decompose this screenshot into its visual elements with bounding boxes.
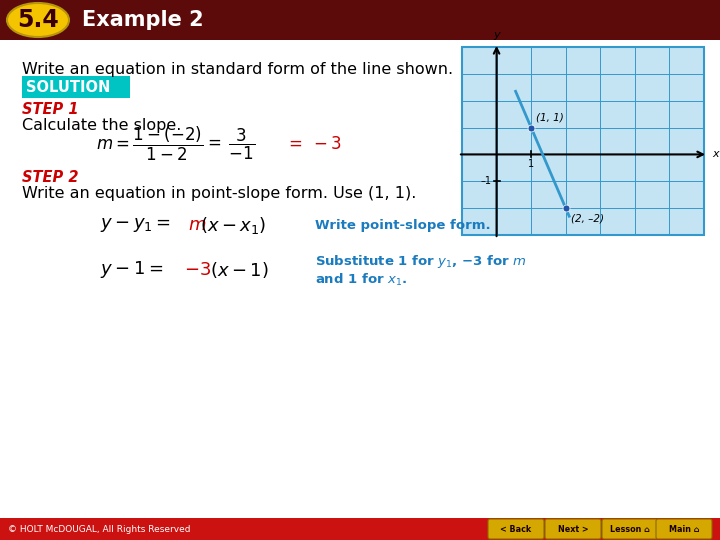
- Text: Example 2: Example 2: [82, 10, 204, 30]
- Text: $= \; -3$: $= \; -3$: [285, 135, 341, 153]
- Text: (2, –2): (2, –2): [571, 213, 603, 223]
- Ellipse shape: [7, 3, 69, 37]
- FancyBboxPatch shape: [488, 519, 544, 539]
- FancyBboxPatch shape: [22, 76, 130, 98]
- Bar: [0, 518, 720, 540]
- Text: Calculate the slope.: Calculate the slope.: [22, 118, 181, 133]
- Text: STEP 1: STEP 1: [22, 102, 78, 117]
- Bar: [0, 0, 720, 40]
- Text: Write point-slope form.: Write point-slope form.: [315, 219, 490, 232]
- Text: © HOLT McDOUGAL, All Rights Reserved: © HOLT McDOUGAL, All Rights Reserved: [8, 524, 191, 534]
- Text: y: y: [493, 30, 500, 40]
- Text: 5.4: 5.4: [17, 8, 59, 32]
- Text: $= \; \dfrac{3}{-1}$: $= \; \dfrac{3}{-1}$: [204, 126, 256, 161]
- Text: $-3$: $-3$: [184, 261, 211, 279]
- FancyBboxPatch shape: [656, 519, 712, 539]
- Text: 1: 1: [528, 159, 534, 170]
- Text: STEP 2: STEP 2: [22, 170, 78, 185]
- Text: SOLUTION: SOLUTION: [26, 79, 110, 94]
- Text: and $\mathbf{1}$ for $\mathit{x}_1$.: and $\mathbf{1}$ for $\mathit{x}_1$.: [315, 272, 408, 288]
- Text: Write an equation in standard form of the line shown.: Write an equation in standard form of th…: [22, 62, 453, 77]
- Text: –1: –1: [480, 176, 492, 186]
- Bar: [462, 47, 704, 235]
- Text: Next >: Next >: [558, 524, 588, 534]
- Text: x: x: [712, 150, 719, 159]
- Text: Lesson ⌂: Lesson ⌂: [610, 524, 650, 534]
- FancyBboxPatch shape: [545, 519, 601, 539]
- Text: $y - y_1 = $: $y - y_1 = $: [100, 216, 171, 234]
- Text: $y - 1 = $: $y - 1 = $: [100, 260, 163, 280]
- Text: (1, 1): (1, 1): [536, 112, 564, 123]
- Text: $(x - x_1)$: $(x - x_1)$: [200, 214, 266, 235]
- Text: $m$: $m$: [188, 216, 207, 234]
- FancyBboxPatch shape: [602, 519, 658, 539]
- Text: $m = \dfrac{1-(-2)}{1-2}$: $m = \dfrac{1-(-2)}{1-2}$: [96, 125, 204, 163]
- Text: Write an equation in point-slope form. Use (1, 1).: Write an equation in point-slope form. U…: [22, 186, 416, 201]
- Text: Main ⌂: Main ⌂: [669, 524, 699, 534]
- Text: Substitute $\mathbf{1}$ for $\mathit{y}_1$, $\mathbf{-3}$ for $\mathit{m}$: Substitute $\mathbf{1}$ for $\mathit{y}_…: [315, 253, 526, 271]
- Text: $(x - 1)$: $(x - 1)$: [210, 260, 269, 280]
- Text: < Back: < Back: [500, 524, 531, 534]
